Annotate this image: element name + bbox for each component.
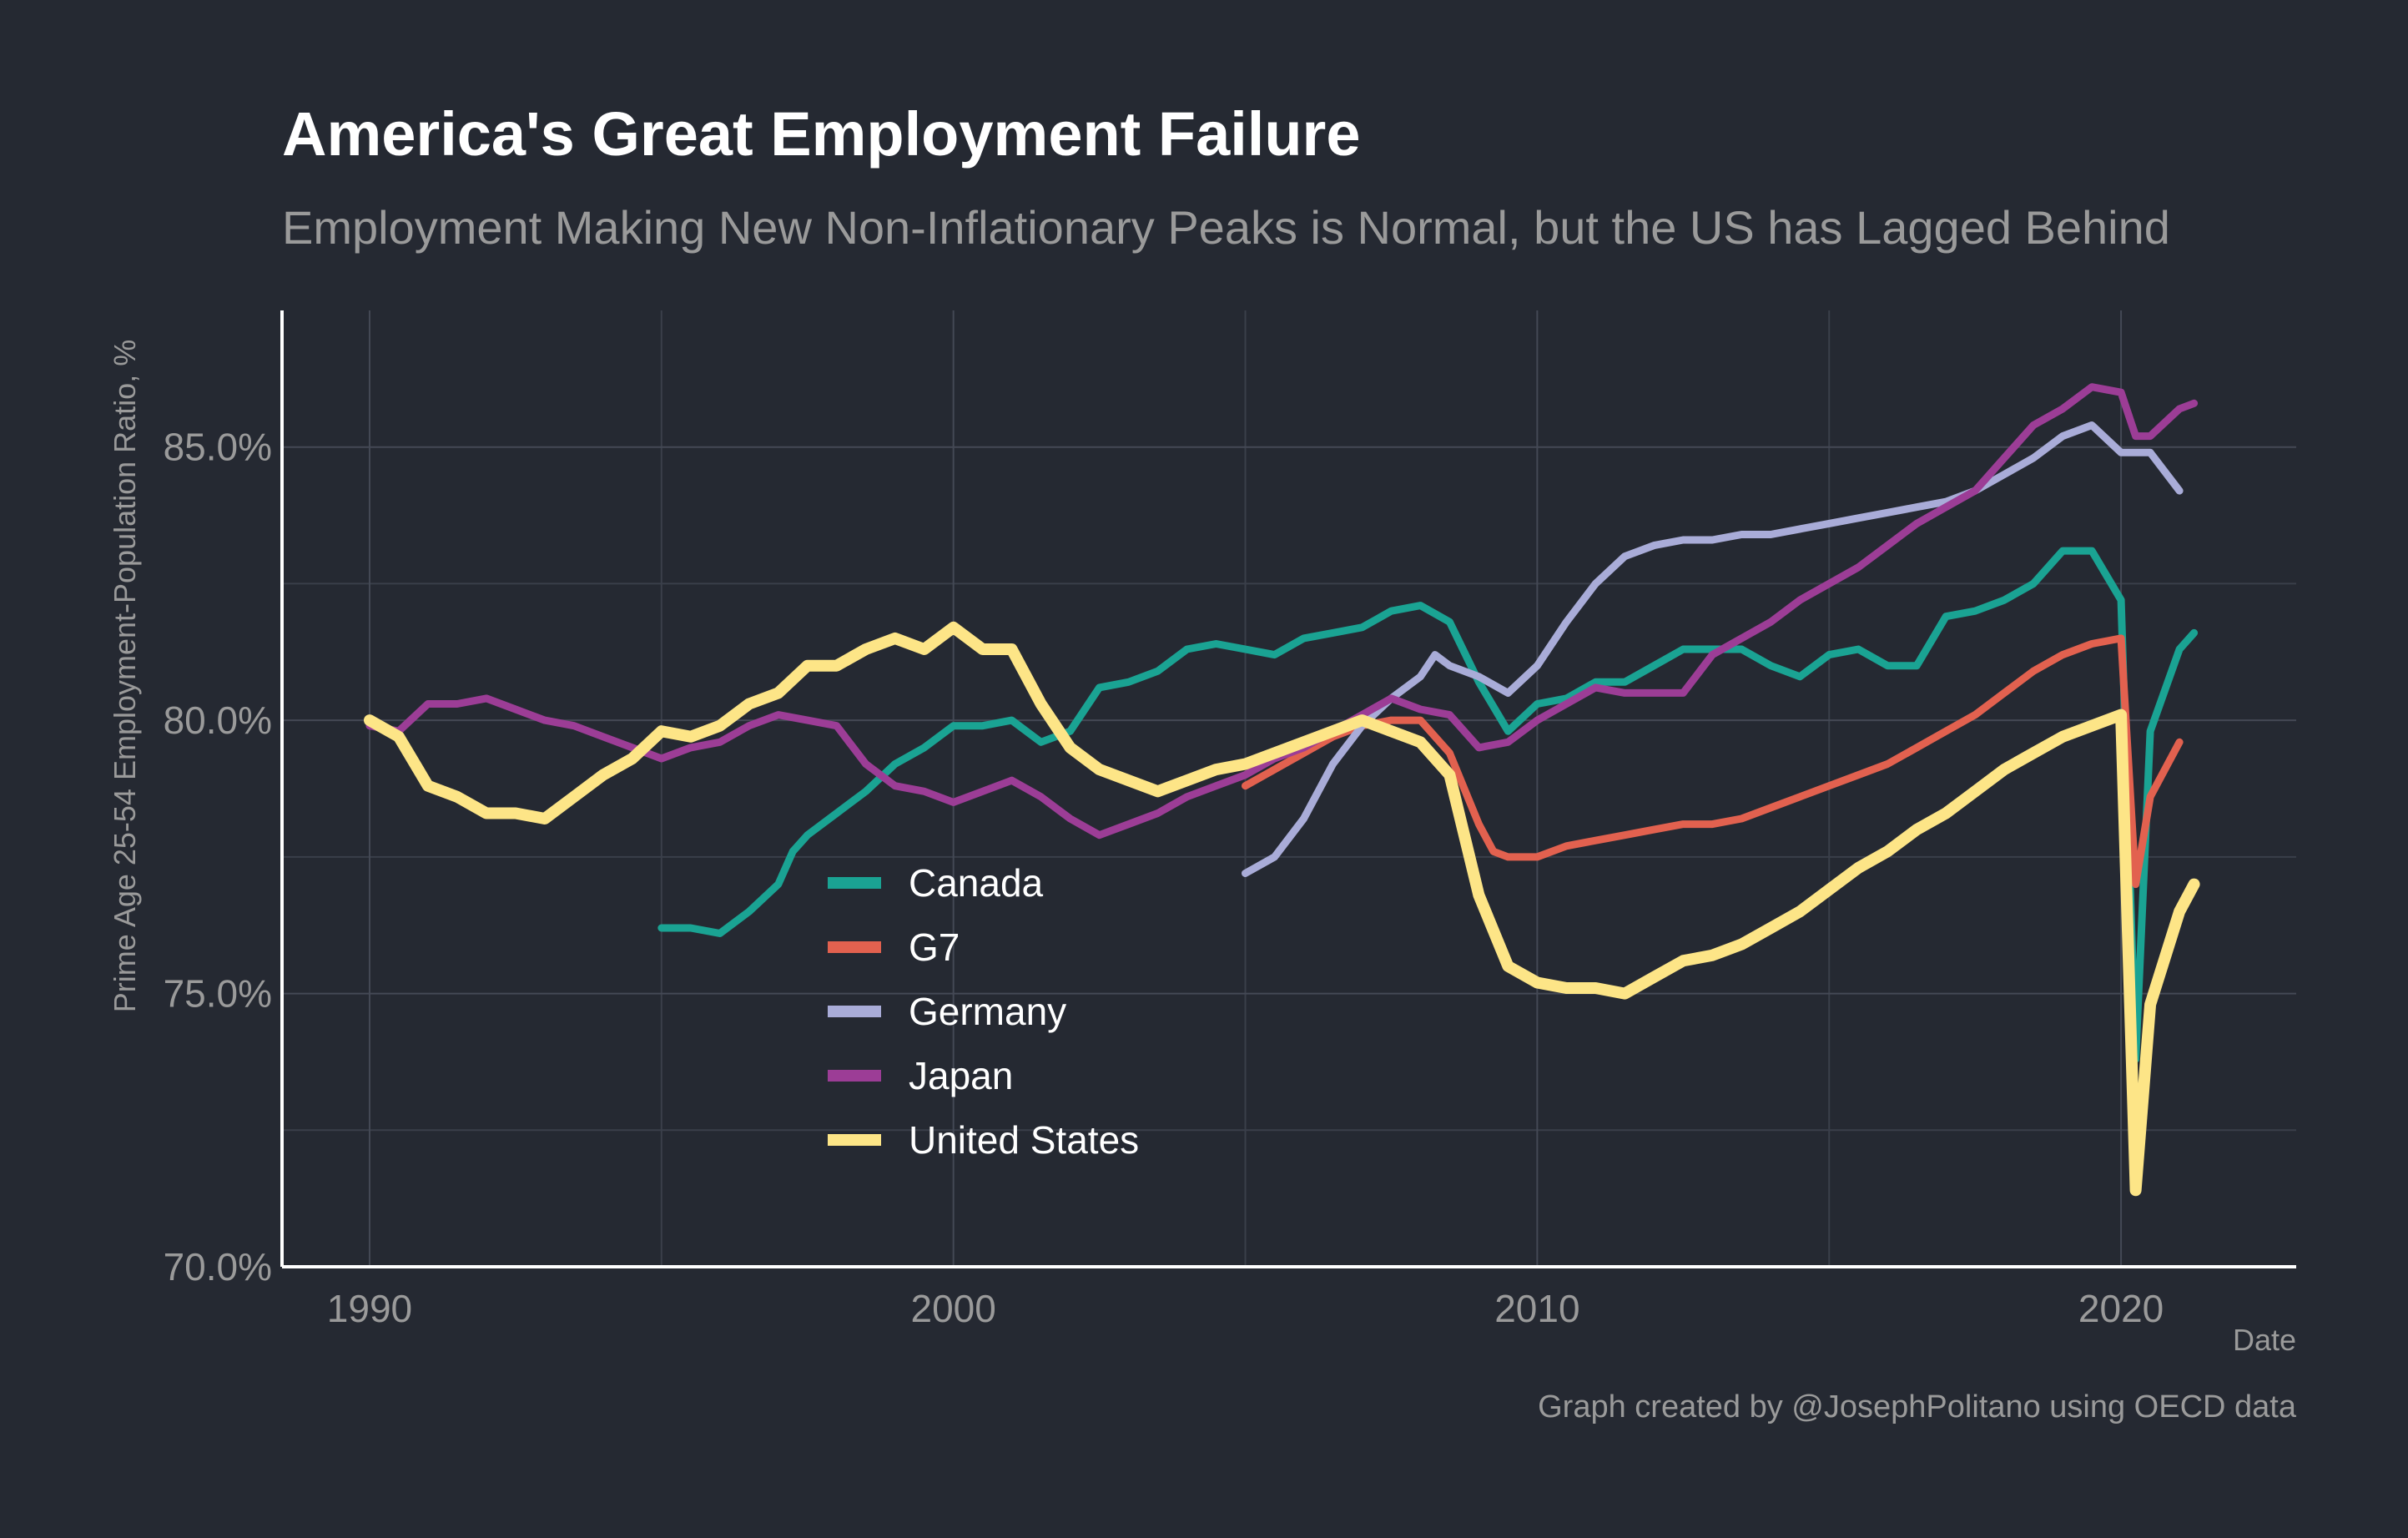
series-line-united-states [364, 621, 2200, 1197]
tick-labels: 70.0% 75.0% 80.0% 85.0% 1990 2000 2010 2020 [164, 426, 2164, 1330]
x-tick-label: 2020 [2078, 1287, 2164, 1330]
legend-label-g7: G7 [909, 925, 960, 969]
x-tick-label: 1990 [327, 1287, 412, 1330]
axes [280, 310, 2296, 1268]
y-tick-label: 70.0% [164, 1245, 272, 1288]
x-tick-label: 2010 [1494, 1287, 1579, 1330]
series-line-g7 [1242, 634, 2184, 889]
y-tick-label: 80.0% [164, 698, 272, 742]
y-axis-title: Prime Age 25-54 Employment-Population Ra… [108, 340, 142, 1012]
y-tick-label: 85.0% [164, 426, 272, 469]
y-tick-label: 75.0% [164, 972, 272, 1016]
chart-title: America's Great Employment Failure [282, 99, 1361, 169]
legend-label-canada: Canada [909, 861, 1044, 905]
series-line-canada [657, 547, 2199, 1063]
legend-label-germany: Germany [909, 990, 1066, 1033]
caption: Graph created by @JosephPolitano using O… [1538, 1389, 2296, 1425]
chart-subtitle: Employment Making New Non-Inflationary P… [282, 201, 2170, 254]
legend-label-united-states: United States [909, 1118, 1139, 1162]
legend: Canada G7 Germany Japan United States [828, 861, 1139, 1162]
x-axis-title: Date [2233, 1323, 2296, 1357]
legend-label-japan: Japan [909, 1054, 1013, 1097]
series-line-germany [1242, 421, 2184, 877]
x-tick-label: 2000 [910, 1287, 995, 1330]
series-lines [364, 383, 2200, 1197]
